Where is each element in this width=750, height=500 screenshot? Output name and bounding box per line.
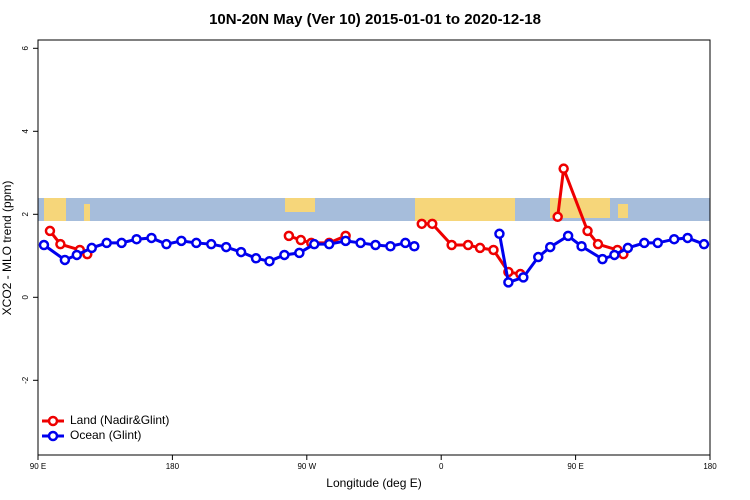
y-tick-label: 6 — [21, 46, 30, 51]
point — [264, 255, 275, 267]
point — [283, 230, 295, 242]
x-tick-label: 0 — [439, 462, 444, 471]
legend-label: Ocean (Glint) — [70, 428, 141, 442]
point — [426, 218, 438, 230]
point — [161, 238, 172, 250]
x-tick-label: 180 — [703, 462, 717, 471]
point — [176, 235, 187, 247]
point — [146, 232, 157, 244]
point — [44, 225, 56, 237]
point — [71, 249, 83, 261]
point — [409, 241, 420, 252]
point — [698, 238, 710, 250]
point — [494, 228, 505, 240]
y-axis-label: XCO2 - MLO trend (ppm) — [0, 181, 14, 316]
point — [235, 246, 247, 258]
point — [462, 239, 474, 251]
x-tick-label: 90 E — [30, 462, 46, 471]
point — [582, 225, 593, 237]
point — [592, 238, 604, 250]
point — [295, 234, 307, 246]
point — [544, 241, 556, 253]
point — [552, 211, 563, 223]
point — [652, 237, 663, 249]
point — [294, 247, 305, 259]
x-tick-label: 90 E — [567, 462, 583, 471]
point — [191, 237, 202, 249]
point — [385, 241, 396, 252]
point — [474, 242, 486, 254]
point — [503, 277, 514, 288]
point — [400, 237, 411, 249]
x-tick-label: 90 W — [297, 462, 316, 471]
point — [446, 239, 457, 251]
chart-title: 10N-20N May (Ver 10) 2015-01-01 to 2020-… — [209, 11, 541, 28]
point — [279, 249, 290, 261]
x-axis-label: Longitude (deg E) — [326, 476, 421, 490]
point — [562, 230, 574, 242]
map-strip — [38, 198, 710, 221]
point — [116, 237, 127, 249]
legend-label: Land (Nadir&Glint) — [70, 413, 169, 427]
point — [101, 237, 112, 249]
y-tick-label: 0 — [21, 295, 30, 300]
y-tick-label: -2 — [21, 376, 30, 384]
point — [558, 163, 569, 174]
point — [340, 235, 351, 247]
point — [622, 242, 634, 254]
point — [205, 238, 217, 250]
point — [518, 272, 529, 283]
y-tick-label: 4 — [21, 129, 30, 134]
point — [668, 233, 680, 245]
plot-frame — [37, 39, 711, 456]
x-tick-label: 180 — [166, 462, 180, 471]
point — [59, 254, 71, 266]
point — [597, 253, 608, 265]
point — [370, 239, 381, 251]
point — [576, 241, 587, 252]
point — [55, 238, 66, 250]
point — [355, 237, 366, 249]
y-tick-label: 2 — [21, 212, 30, 217]
point — [323, 238, 335, 250]
point — [609, 249, 620, 261]
point — [131, 233, 142, 245]
point — [488, 244, 499, 256]
point — [250, 253, 262, 264]
point — [86, 242, 98, 254]
point — [416, 218, 428, 230]
point — [639, 237, 650, 249]
point — [309, 238, 320, 250]
point — [682, 232, 693, 244]
point — [533, 251, 544, 263]
legend-marker — [47, 430, 59, 442]
point — [38, 239, 50, 251]
point — [220, 241, 232, 253]
legend-marker — [47, 415, 59, 427]
